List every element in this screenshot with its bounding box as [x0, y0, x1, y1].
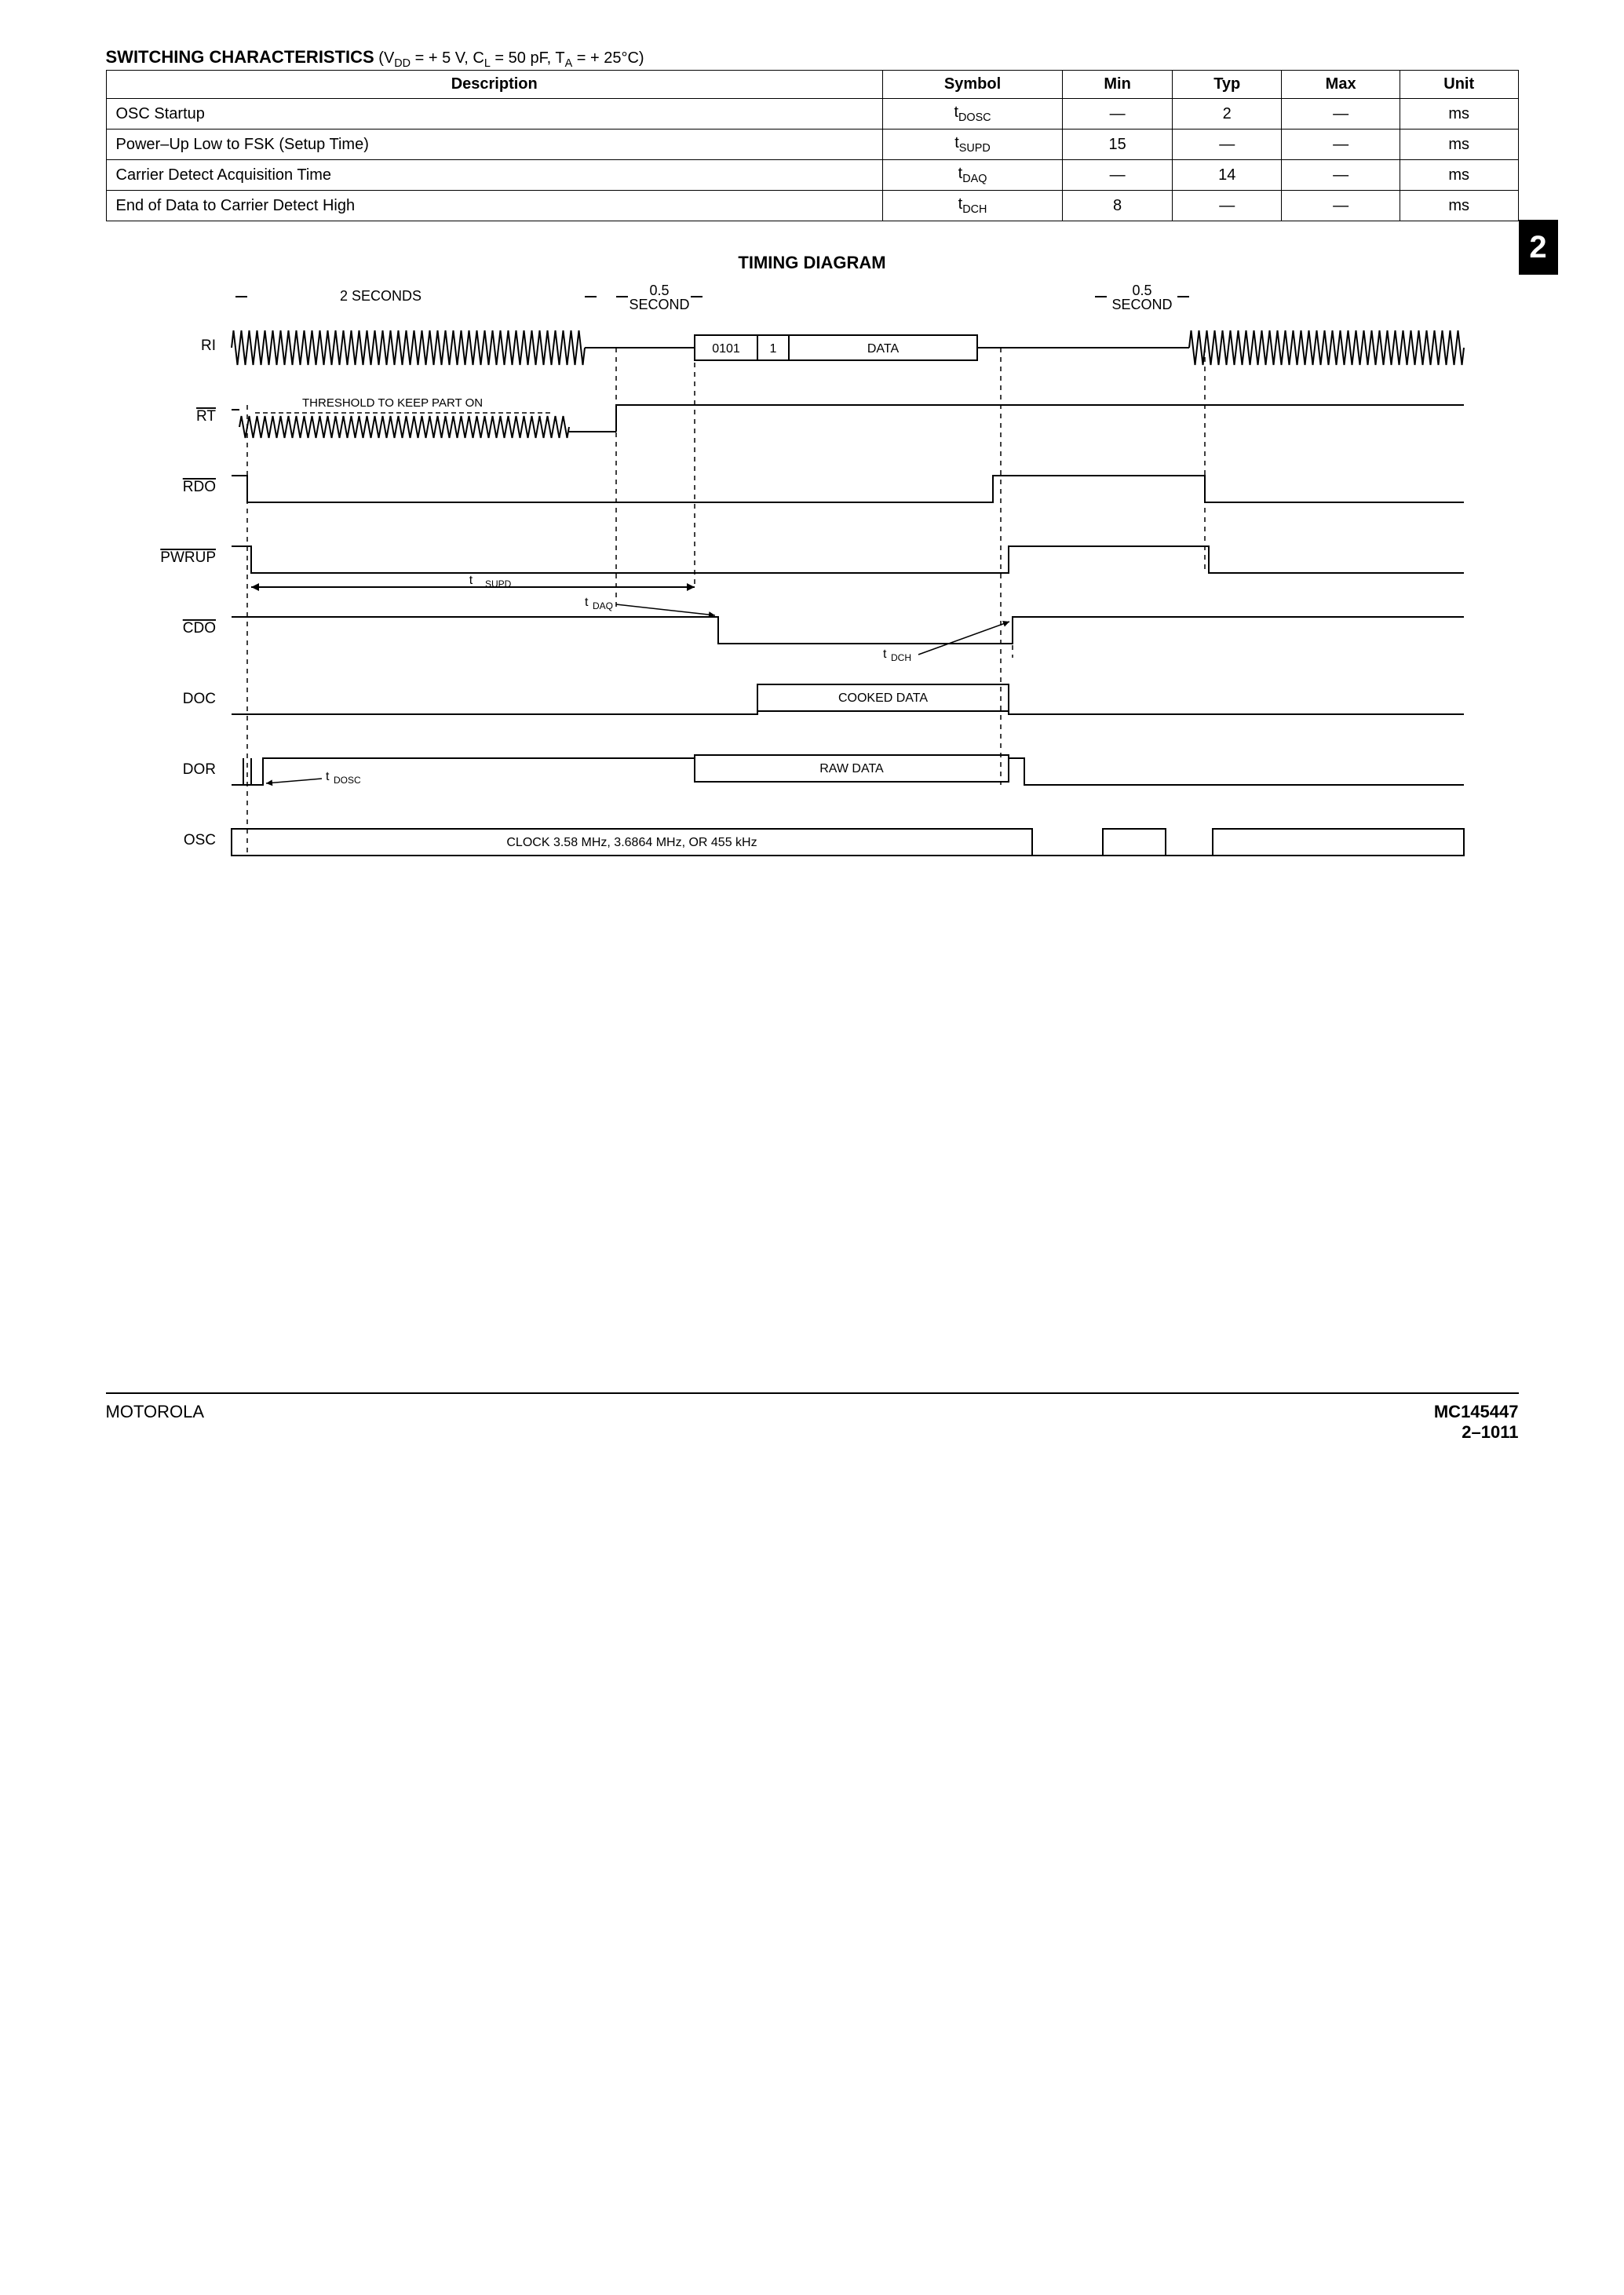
cell-max: — — [1282, 130, 1400, 160]
footer-part: MC145447 — [1434, 1402, 1519, 1422]
svg-text:1: 1 — [769, 342, 776, 356]
section-conditions: (VDD = + 5 V, CL = 50 pF, TA = + 25°C) — [378, 49, 644, 67]
svg-text:COOKED DATA: COOKED DATA — [838, 691, 927, 705]
col-typ: Typ — [1173, 71, 1282, 99]
svg-text:PWRUP: PWRUP — [160, 549, 216, 566]
cell-typ: — — [1173, 130, 1282, 160]
cell-desc: Carrier Detect Acquisition Time — [106, 160, 882, 191]
svg-text:RAW DATA: RAW DATA — [819, 762, 884, 775]
col-min: Min — [1063, 71, 1173, 99]
timing-svg: 2 SECONDS0.5SECOND0.5SECONDRIRTRDOPWRUPC… — [145, 281, 1480, 893]
col-symbol: Symbol — [882, 71, 1062, 99]
diagram-title: TIMING DIAGRAM — [106, 253, 1519, 273]
svg-text:DOC: DOC — [182, 691, 215, 707]
svg-text:OSC: OSC — [183, 832, 215, 848]
table-row: Power–Up Low to FSK (Setup Time)tSUPD15—… — [106, 130, 1518, 160]
svg-text:CDO: CDO — [182, 620, 215, 637]
cell-max: — — [1282, 99, 1400, 130]
cell-symbol: tDOSC — [882, 99, 1062, 130]
svg-text:t: t — [326, 770, 330, 783]
svg-text:DATA: DATA — [867, 342, 899, 356]
footer-page: 2–1011 — [1434, 1422, 1519, 1443]
svg-text:DAQ: DAQ — [593, 600, 613, 611]
section-heading: SWITCHING CHARACTERISTICS (VDD = + 5 V, … — [106, 47, 1519, 70]
svg-text:t: t — [469, 574, 473, 587]
svg-text:t: t — [883, 648, 887, 661]
col-max: Max — [1282, 71, 1400, 99]
characteristics-table: Description Symbol Min Typ Max Unit OSC … — [106, 70, 1519, 221]
table-row: OSC StartuptDOSC—2—ms — [106, 99, 1518, 130]
cell-min: 15 — [1063, 130, 1173, 160]
cell-symbol: tDCH — [882, 191, 1062, 221]
svg-text:CLOCK 3.58 MHz, 3.6864 MHz, OR: CLOCK 3.58 MHz, 3.6864 MHz, OR 455 kHz — [506, 836, 757, 849]
cell-min: 8 — [1063, 191, 1173, 221]
svg-text:SUPD: SUPD — [485, 578, 512, 589]
col-unit: Unit — [1400, 71, 1518, 99]
svg-text:t: t — [585, 596, 589, 609]
svg-text:2 SECONDS: 2 SECONDS — [339, 288, 421, 304]
timing-diagram: 2 SECONDS0.5SECOND0.5SECONDRIRTRDOPWRUPC… — [145, 281, 1480, 893]
cell-typ: — — [1173, 191, 1282, 221]
cell-unit: ms — [1400, 191, 1518, 221]
cell-desc: OSC Startup — [106, 99, 882, 130]
svg-text:0.5: 0.5 — [649, 283, 669, 298]
page-footer: MOTOROLA MC145447 2–1011 — [106, 1392, 1519, 1443]
section-title: SWITCHING CHARACTERISTICS — [106, 47, 374, 67]
cell-symbol: tSUPD — [882, 130, 1062, 160]
cell-typ: 2 — [1173, 99, 1282, 130]
cell-min: — — [1063, 160, 1173, 191]
svg-text:RI: RI — [201, 338, 216, 354]
footer-left: MOTOROLA — [106, 1402, 205, 1443]
cell-typ: 14 — [1173, 160, 1282, 191]
svg-text:SECOND: SECOND — [1111, 297, 1172, 312]
cell-unit: ms — [1400, 130, 1518, 160]
cell-max: — — [1282, 160, 1400, 191]
cell-min: — — [1063, 99, 1173, 130]
svg-text:DOSC: DOSC — [334, 775, 361, 786]
cell-unit: ms — [1400, 99, 1518, 130]
svg-text:RDO: RDO — [182, 479, 215, 495]
svg-text:RT: RT — [196, 408, 216, 425]
svg-text:0.5: 0.5 — [1132, 283, 1151, 298]
svg-text:DCH: DCH — [891, 652, 911, 663]
cell-unit: ms — [1400, 160, 1518, 191]
table-row: End of Data to Carrier Detect HightDCH8—… — [106, 191, 1518, 221]
cell-max: — — [1282, 191, 1400, 221]
cell-symbol: tDAQ — [882, 160, 1062, 191]
svg-text:THRESHOLD TO KEEP PART ON: THRESHOLD TO KEEP PART ON — [302, 396, 483, 410]
svg-text:DOR: DOR — [182, 761, 215, 778]
svg-text:0101: 0101 — [712, 342, 740, 356]
svg-text:SECOND: SECOND — [629, 297, 689, 312]
table-row: Carrier Detect Acquisition TimetDAQ—14—m… — [106, 160, 1518, 191]
table-header-row: Description Symbol Min Typ Max Unit — [106, 71, 1518, 99]
cell-desc: Power–Up Low to FSK (Setup Time) — [106, 130, 882, 160]
col-description: Description — [106, 71, 882, 99]
cell-desc: End of Data to Carrier Detect High — [106, 191, 882, 221]
section-tab: 2 — [1519, 220, 1558, 275]
